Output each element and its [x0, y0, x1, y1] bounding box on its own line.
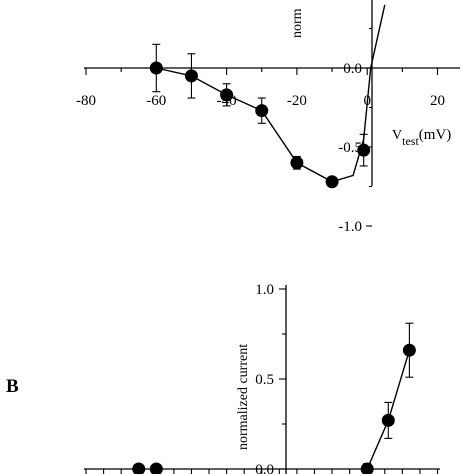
data-point: [255, 104, 269, 118]
data-point: [184, 69, 198, 83]
data-point: [357, 143, 371, 157]
x-axis-title: Vtest(mV): [392, 127, 451, 148]
y-axis-title: norm: [290, 8, 305, 38]
fit-curve: [156, 4, 386, 183]
fit-curve: [362, 349, 411, 474]
panel-b-plot: 0.0 0.5 1.0 normalized current: [84, 282, 440, 474]
y-axis-title: normalized current: [236, 344, 251, 450]
y-tick-label: -0.5: [338, 140, 362, 156]
y-tick-label: 0.0: [255, 462, 274, 474]
x-axis-title-main: V: [392, 128, 402, 143]
x-tick-label: 20: [430, 93, 445, 109]
data-point: [149, 61, 163, 75]
x-tick-label: -20: [287, 93, 307, 109]
x-tick-label: -80: [76, 93, 96, 109]
panel-a-plot: -80-60-40-200200.50.0-0.5-1.0Vtest(mV)no…: [76, 0, 460, 235]
y-tick-label: -1.0: [338, 219, 362, 235]
x-axis-title-unit: (mV): [419, 127, 452, 143]
panel-b-letter: B: [6, 376, 19, 397]
data-point: [381, 413, 395, 427]
data-point: [325, 175, 339, 189]
y-tick-label: 0.0: [343, 61, 362, 77]
data-point: [149, 462, 163, 474]
x-axis-title-sub: test: [402, 134, 419, 148]
data-point: [402, 343, 416, 357]
y-tick-label: 0.5: [255, 372, 274, 388]
y-tick-label: 1.0: [255, 282, 274, 298]
data-point: [132, 462, 146, 474]
data-point: [290, 156, 304, 170]
data-point: [360, 462, 374, 474]
data-point: [220, 88, 234, 102]
x-tick-label: -60: [146, 93, 166, 109]
